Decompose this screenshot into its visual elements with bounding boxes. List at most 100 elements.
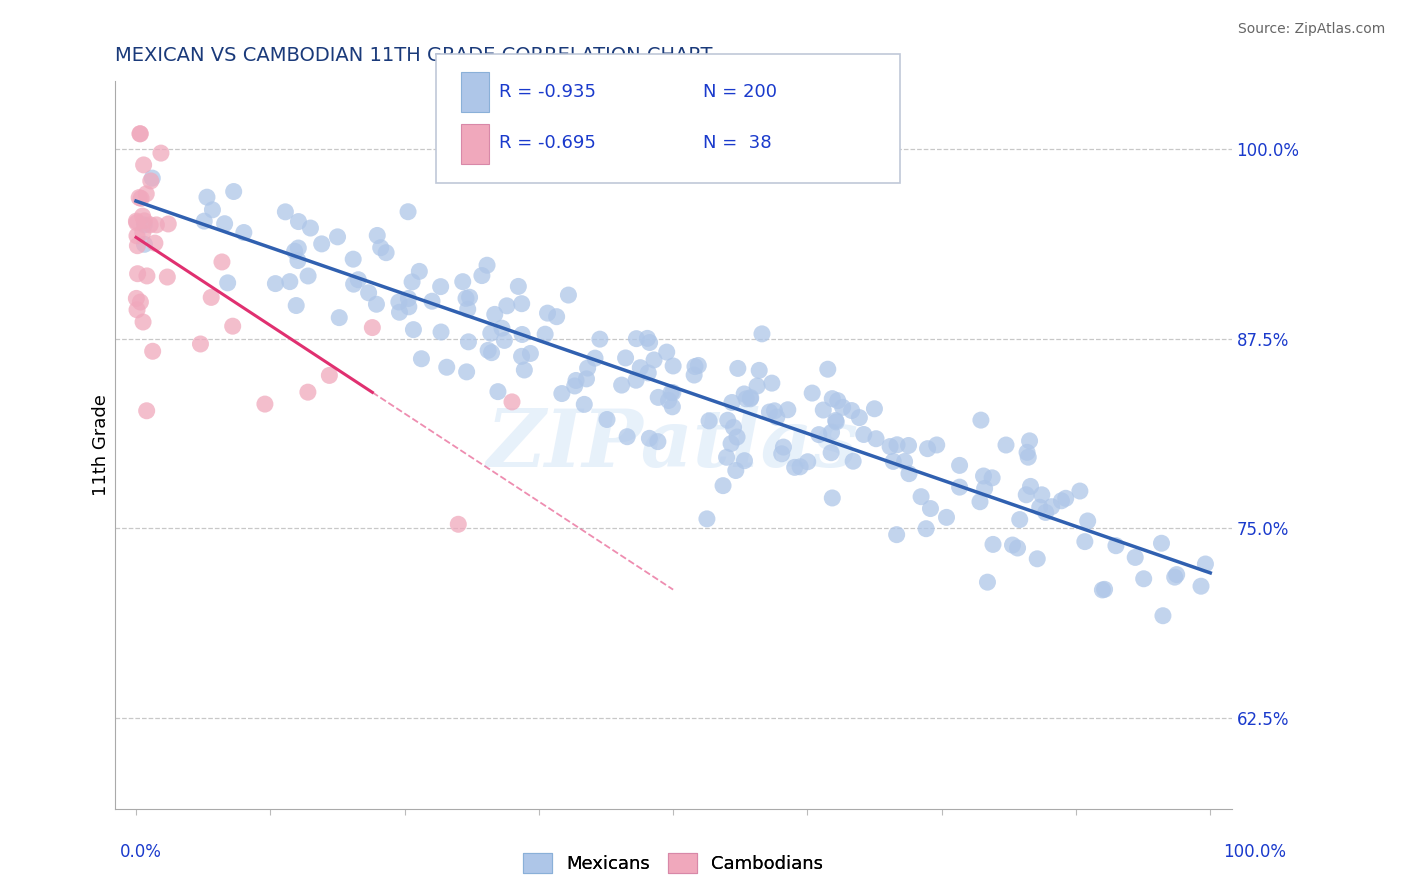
- Point: [135, 186, 157, 201]
- Point: [287, 214, 309, 228]
- Point: [610, 378, 633, 392]
- Point: [501, 395, 523, 409]
- Point: [135, 268, 157, 283]
- Point: [1026, 551, 1049, 566]
- Point: [141, 171, 163, 186]
- Point: [193, 214, 215, 228]
- Point: [1105, 539, 1128, 553]
- Point: [1050, 493, 1073, 508]
- Point: [727, 361, 749, 376]
- Point: [662, 385, 685, 400]
- Point: [735, 392, 758, 406]
- Y-axis label: 11th Grade: 11th Grade: [93, 394, 110, 496]
- Point: [772, 440, 794, 454]
- Point: [740, 391, 762, 405]
- Point: [214, 217, 236, 231]
- Point: [484, 307, 506, 321]
- Point: [129, 191, 152, 205]
- Point: [647, 434, 669, 449]
- Point: [408, 264, 430, 278]
- Point: [326, 230, 349, 244]
- Point: [758, 405, 780, 419]
- Point: [253, 397, 276, 411]
- Point: [1074, 534, 1097, 549]
- Point: [723, 420, 745, 434]
- Point: [131, 209, 153, 223]
- Point: [491, 321, 513, 335]
- Point: [396, 204, 419, 219]
- Point: [143, 236, 166, 251]
- Point: [662, 359, 685, 373]
- Point: [564, 379, 586, 393]
- Point: [125, 214, 148, 228]
- Point: [1152, 608, 1174, 623]
- Point: [575, 372, 598, 386]
- Point: [1019, 479, 1042, 493]
- Point: [807, 427, 830, 442]
- Point: [132, 315, 155, 329]
- Point: [1194, 557, 1216, 571]
- Point: [973, 482, 995, 496]
- Text: R = -0.695: R = -0.695: [499, 135, 596, 153]
- Point: [820, 425, 842, 440]
- Point: [201, 202, 224, 217]
- Point: [776, 402, 799, 417]
- Point: [824, 413, 846, 427]
- Point: [565, 374, 588, 388]
- Point: [370, 241, 392, 255]
- Point: [969, 494, 991, 508]
- Point: [1163, 570, 1185, 584]
- Point: [1189, 579, 1212, 593]
- Point: [852, 427, 875, 442]
- Point: [495, 299, 517, 313]
- Point: [299, 221, 322, 235]
- Point: [287, 253, 309, 268]
- Point: [211, 255, 233, 269]
- Point: [841, 403, 863, 417]
- Point: [821, 392, 844, 406]
- Point: [311, 236, 333, 251]
- Point: [128, 191, 150, 205]
- Point: [716, 450, 738, 465]
- Point: [195, 190, 218, 204]
- Point: [596, 412, 619, 426]
- Point: [534, 327, 557, 342]
- Point: [451, 275, 474, 289]
- Point: [519, 346, 541, 360]
- Point: [508, 279, 530, 293]
- Point: [574, 397, 596, 411]
- Point: [734, 453, 756, 467]
- Text: Source: ZipAtlas.com: Source: ZipAtlas.com: [1237, 22, 1385, 37]
- Text: R = -0.935: R = -0.935: [499, 83, 596, 101]
- Text: N = 200: N = 200: [703, 83, 778, 101]
- Text: 0.0%: 0.0%: [120, 843, 162, 861]
- Point: [125, 302, 148, 317]
- Point: [1008, 512, 1031, 526]
- Point: [1018, 434, 1040, 448]
- Point: [576, 361, 599, 376]
- Point: [513, 363, 536, 377]
- Point: [842, 454, 865, 468]
- Point: [328, 310, 350, 325]
- Point: [411, 351, 433, 366]
- Text: N =  38: N = 38: [703, 135, 772, 153]
- Point: [935, 510, 957, 524]
- Point: [696, 512, 718, 526]
- Point: [297, 268, 319, 283]
- Point: [139, 174, 162, 188]
- Text: ZIPatlas: ZIPatlas: [486, 406, 859, 483]
- Point: [801, 386, 824, 401]
- Point: [447, 517, 470, 532]
- Point: [134, 214, 156, 228]
- Point: [614, 351, 637, 365]
- Point: [981, 537, 1004, 551]
- Point: [616, 430, 638, 444]
- Point: [139, 218, 162, 232]
- Point: [458, 290, 481, 304]
- Point: [976, 575, 998, 590]
- Point: [848, 410, 870, 425]
- Point: [278, 275, 301, 289]
- Point: [127, 267, 149, 281]
- Point: [589, 332, 612, 346]
- Point: [510, 350, 533, 364]
